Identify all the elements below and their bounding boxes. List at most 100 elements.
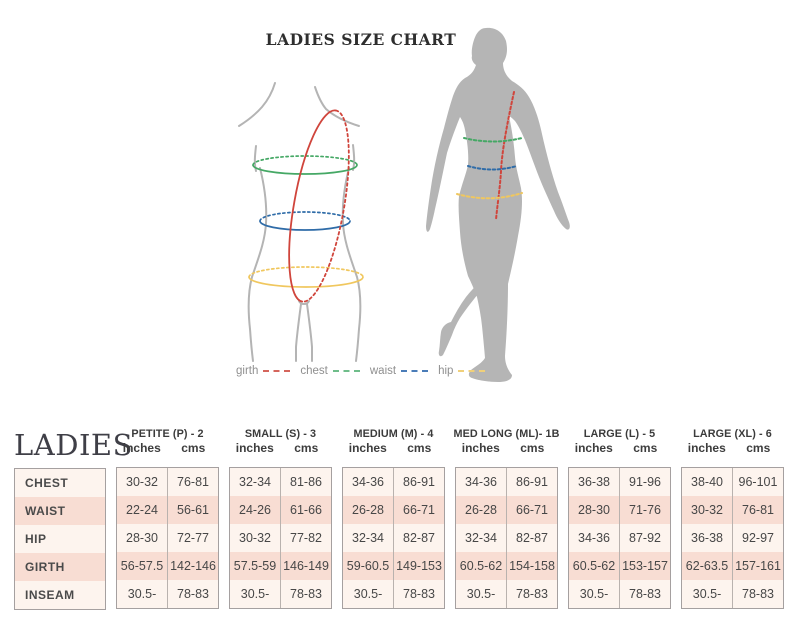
table-row: 62-63.5 157-161 [682,552,783,580]
cms-value: 146-149 [280,552,331,580]
cms-value: 78-83 [393,580,444,608]
row-label-inseam: INSEAM [25,588,75,602]
table-row: 30.5-32.5 78-83 [569,580,670,617]
cms-value: 81-86 [280,468,331,496]
table-row: 38-40 96-101 [682,468,783,496]
table-row: 22-24 56-61 [117,496,218,524]
size-data-box: 34-36 86-91 26-28 66-71 32-34 82-87 60.5-62… [455,467,558,617]
inches-value: 34-36 [352,475,384,489]
waist-ellipse-solid [259,220,351,231]
cms-value: 78-83 [167,580,218,608]
size-name: MEDIUM (M) - 4 [353,428,434,440]
legend-label: girth [236,365,259,377]
table-row: 30.5-32.5 78-83 [456,580,557,617]
legend-item-waist: waist [369,365,429,377]
girth-ellipse-dashed [301,109,350,303]
table-row: 32-34 82-87 [456,524,557,552]
size-name: PETITE (P) - 2 [131,428,204,440]
table-row: 26-28 66-71 [343,496,444,524]
waist-dashed-line [467,165,518,171]
inches-value: 30.5-32.5 [692,587,722,617]
cms-header: cms [520,441,545,455]
legend-item-girth: girth [236,365,291,377]
chest-dashed-line [463,137,523,143]
units-header: inches cms [229,441,332,461]
table-row: 28-30 72-77 [117,524,218,552]
waist-ellipse-dashed [259,211,351,222]
cms-value: 86-91 [393,468,444,496]
front-silhouette-figure [426,27,570,383]
inches-value: 26-28 [352,503,384,517]
cms-header: cms [407,441,432,455]
units-header: inches cms [116,441,219,461]
inches-value: 36-38 [578,475,610,489]
page-title: LADIES SIZE CHART [265,30,457,49]
chest-ellipse-dashed [252,155,358,166]
inches-value: 28-30 [578,503,610,517]
inches-value: 60.5-62 [572,559,616,573]
table-row: 26-28 66-71 [456,496,557,524]
cms-value: 61-66 [280,496,331,524]
hip-ellipse-solid [248,276,364,288]
inches-value: 32-34 [465,531,497,545]
row-label-waist: WAIST [25,504,66,518]
cms-value: 82-87 [393,524,444,552]
row-label-girth: GIRTH [25,560,65,574]
inches-value: 26-28 [465,503,497,517]
size-name: MED LONG (ML)- 1B [453,428,560,440]
waist-dash-swatch [401,370,429,372]
legend-label: waist [369,365,397,377]
size-data-box: 36-38 91-96 28-30 71-76 34-36 87-92 60.5-62… [568,467,671,617]
inches-value: 59-60.5 [346,559,390,573]
cms-value: 157-161 [732,552,783,580]
measurement-legend: girth chest waist hip [236,365,486,377]
cms-value: 56-61 [167,496,218,524]
table-row: 30-32 77-82 [230,524,331,552]
size-name: LARGE (L) - 5 [583,428,656,440]
inches-header: inches [235,441,274,455]
inches-value: 34-36 [578,531,610,545]
size-column-medium: MEDIUM (M) - 4 inches cms 34-36 86-91 26-… [342,418,445,617]
size-column-petite: PETITE (P) - 2 inches cms 30-32 76-81 22-… [116,418,219,617]
inches-header: inches [122,441,161,455]
inches-value: 30-32 [691,503,723,517]
cms-header: cms [294,441,319,455]
size-column-large-xl: LARGE (XL) - 6 inches cms 38-40 96-101 30… [681,418,784,617]
table-row: 32-34 81-86 [230,468,331,496]
cms-value: 153-157 [619,552,670,580]
legend-label: hip [438,365,454,377]
hip-dashed-line [456,192,523,200]
inches-header: inches [461,441,500,455]
units-header: inches cms [455,441,558,461]
cms-value: 72-77 [167,524,218,552]
size-data-box: 38-40 96-101 30-32 76-81 36-38 92-97 62-63.… [681,467,784,617]
inches-value: 38-40 [691,475,723,489]
table-title: LADIES [14,428,133,462]
units-header: inches cms [681,441,784,461]
chest-dash-swatch [332,370,360,372]
inches-value: 32-34 [239,475,271,489]
legend-item-chest: chest [300,365,360,377]
size-column-med-long: MED LONG (ML)- 1B inches cms 34-36 86-91 … [453,418,560,617]
cms-value: 91-96 [619,468,670,496]
inches-value: 30.5-32.5 [353,587,383,617]
table-row: 24-26 61-66 [230,496,331,524]
cms-header: cms [746,441,771,455]
cms-value: 76-81 [167,468,218,496]
inches-value: 30.5-32.5 [240,587,270,617]
size-data-box: 32-34 81-86 24-26 61-66 30-32 77-82 57.5-59… [229,467,332,617]
cms-value: 76-81 [732,496,783,524]
inches-value: 36-38 [691,531,723,545]
inches-value: 30.5-32.5 [127,587,157,617]
table-row: 56-57.5 142-146 [117,552,218,580]
inches-value: 34-36 [465,475,497,489]
cms-value: 87-92 [619,524,670,552]
row-labels-box: CHEST WAIST HIP GIRTH INSEAM [14,468,106,610]
inches-value: 30.5-32.5 [579,587,609,617]
table-row: 57.5-59 146-149 [230,552,331,580]
table-row: 36-38 91-96 [569,468,670,496]
table-row: 36-38 92-97 [682,524,783,552]
inches-value: 57.5-59 [233,559,277,573]
cms-value: 78-83 [506,580,557,608]
cms-value: 78-83 [280,580,331,608]
